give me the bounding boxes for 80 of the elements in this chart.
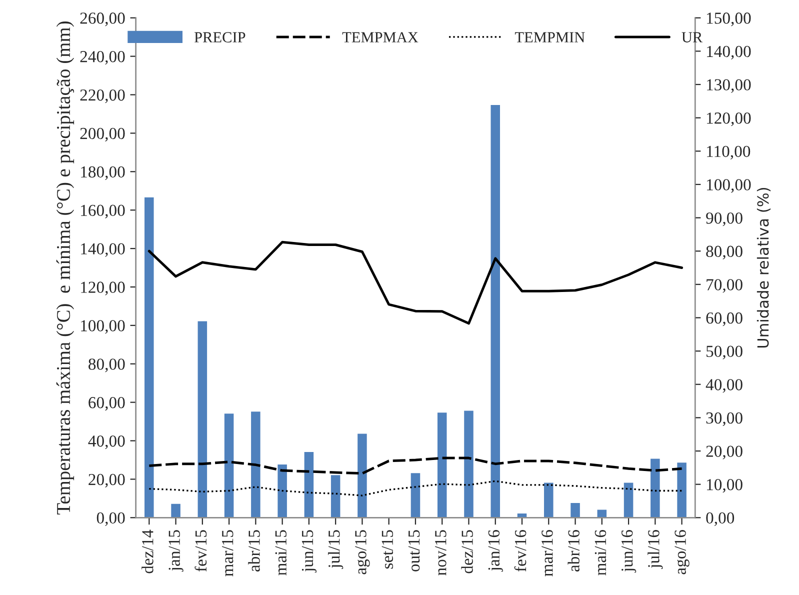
x-tick-label: jun/16: [622, 530, 636, 573]
y-tick-label: 100,00: [81, 320, 125, 334]
y2-tick-label: 0,00: [706, 512, 734, 526]
x-tick-label: mar/16: [542, 530, 553, 576]
bar: [276, 463, 288, 518]
bar: [649, 457, 662, 518]
y2-tick-label: 150,00: [707, 12, 751, 26]
bar: [409, 472, 422, 518]
y-tick-label: 240,00: [80, 50, 125, 65]
bar: [170, 502, 182, 518]
y-tick-label: 160,00: [81, 204, 125, 218]
bar: [250, 410, 262, 518]
x-tick-label: mai/16: [594, 530, 606, 576]
y2-tick-label: 60,00: [706, 312, 742, 326]
y2-tick-label: 80,00: [706, 246, 742, 260]
y-tick-label: 80,00: [88, 358, 125, 372]
y-tick-label: 140,00: [81, 243, 125, 257]
x-tick-label: dez/15: [461, 530, 473, 574]
y-axis-title: Temperaturas máxima (°C) e mínima (°C) e precipitação (mm): [56, 22, 74, 514]
legend-label: TEMPMAX: [342, 32, 418, 42]
legend-label: PRECIP: [194, 32, 246, 42]
bar: [569, 502, 582, 518]
y2-tick-label: 140,00: [707, 46, 751, 60]
y2-tick-label: 110,00: [707, 146, 750, 160]
line-series: [148, 456, 684, 475]
x-tick-label: jan/16: [488, 530, 503, 572]
y-tick-label: 200,00: [80, 128, 125, 142]
x-tick-label: fev/16: [514, 530, 526, 572]
y-tick-label: 20,00: [88, 474, 125, 488]
bar: [516, 512, 528, 518]
y2-tick-label: 30,00: [706, 412, 742, 426]
bar: [622, 481, 635, 518]
bar: [542, 481, 555, 518]
x-tick-label: abr/16: [568, 530, 580, 572]
bar: [302, 450, 315, 518]
line-series: [148, 480, 683, 496]
x-tick-label: fev/15: [194, 530, 207, 572]
bar: [196, 320, 208, 518]
y-tick-label: 180,00: [81, 166, 125, 180]
bar: [462, 409, 475, 518]
y-tick-label: 40,00: [88, 435, 125, 450]
x-tick-label: nov/15: [435, 530, 446, 576]
x-tick-label: mar/15: [222, 530, 234, 576]
bar: [489, 104, 502, 518]
x-tick-label: out/15: [408, 530, 420, 572]
y2-tick-label: 120,00: [707, 112, 751, 126]
x-tick-label: dez/14: [142, 530, 154, 574]
bar: [436, 411, 448, 518]
y2-tick-label: 90,00: [706, 212, 742, 226]
legend-label: UR: [682, 32, 703, 42]
bar: [596, 508, 608, 518]
x-tick-label: ago/16: [674, 530, 690, 574]
y2-axis-title: Umidade relativa (%): [756, 188, 771, 348]
x-tick-label: jan/15: [168, 530, 184, 572]
y2-tick-label: 130,00: [707, 79, 751, 93]
y-tick-label: 120,00: [81, 282, 125, 296]
y-tick-label: 60,00: [88, 397, 125, 411]
y-tick-label: 0,00: [96, 512, 125, 526]
y-tick-label: 220,00: [80, 89, 125, 104]
y2-tick-label: 10,00: [707, 479, 742, 493]
y2-tick-label: 20,00: [706, 446, 742, 460]
x-tick-label: jul/15: [328, 530, 344, 569]
bar: [676, 461, 688, 518]
x-tick-label: mai/15: [275, 530, 286, 576]
x-tick-label: jun/15: [302, 530, 317, 573]
x-tick-label: ago/15: [355, 530, 370, 574]
bar: [223, 412, 236, 518]
x-tick-label: abr/15: [248, 530, 260, 572]
legend-label: TEMPMIN: [514, 32, 585, 42]
y2-tick-label: 70,00: [706, 279, 742, 293]
bar: [356, 432, 368, 518]
y2-tick-label: 40,00: [706, 379, 742, 393]
y2-tick-label: 100,00: [707, 179, 751, 193]
y2-tick-label: 50,00: [706, 346, 742, 360]
bar: [330, 474, 342, 518]
x-tick-label: set/15: [382, 530, 394, 569]
x-tick-label: jul/16: [648, 530, 663, 569]
bar: [143, 196, 156, 518]
y-tick-label: 260,00: [80, 12, 125, 26]
line-series: [148, 240, 684, 325]
